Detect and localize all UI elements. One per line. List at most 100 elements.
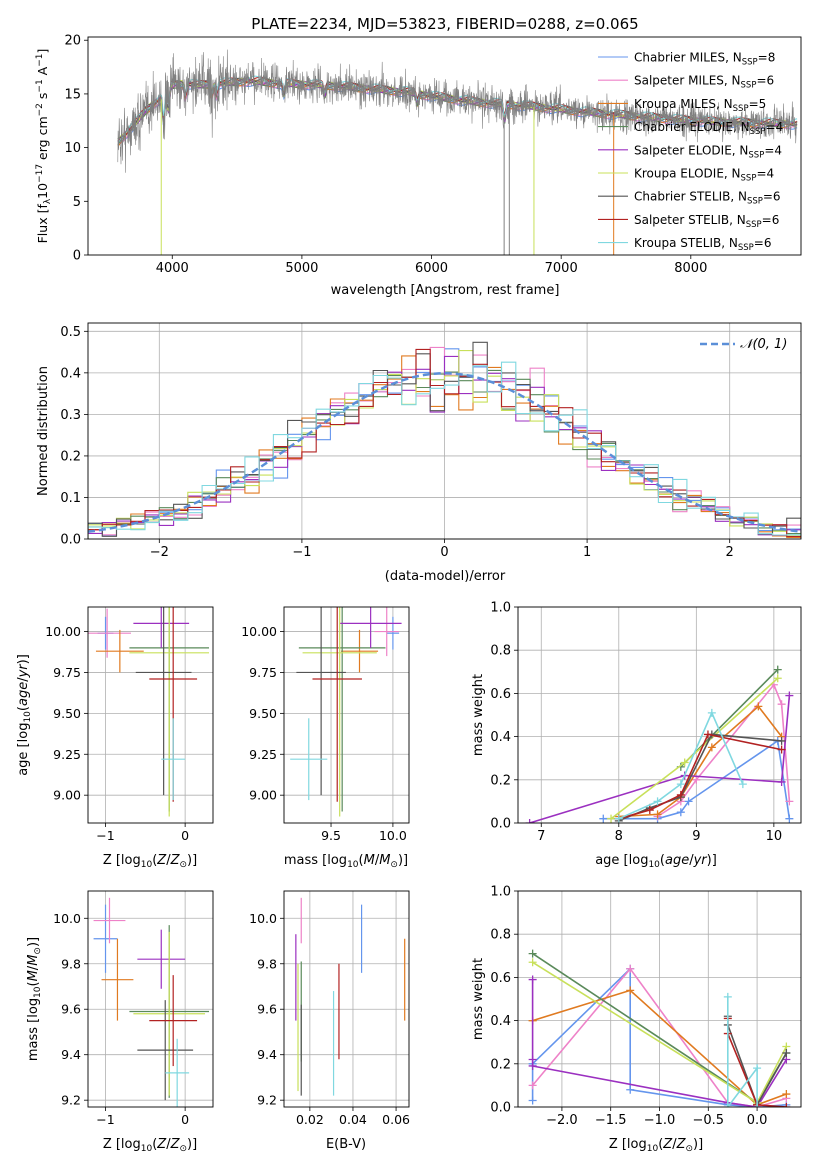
x-tick-label: 6000 bbox=[415, 261, 448, 276]
weight-point bbox=[528, 975, 537, 984]
x-tick-label: 0.02 bbox=[296, 1112, 324, 1127]
weight-point bbox=[723, 992, 732, 1001]
spectrum-xlabel: wavelength [Angstrom, rest frame] bbox=[331, 283, 560, 298]
age-z-panel: −1 0 9.00 9.25 9.50 9.75 10.00 Z [log10(Z/Z⊙)]… bbox=[16, 606, 214, 870]
age-z-xlabel: Z [log10(Z/Z⊙)] bbox=[103, 853, 197, 870]
x-tick-label: 0 bbox=[181, 828, 189, 843]
y-tick-label: 9.2 bbox=[61, 1093, 81, 1108]
axes-frame bbox=[517, 606, 802, 824]
y-tick-label: 1.0 bbox=[490, 601, 511, 616]
weight-point bbox=[777, 745, 786, 754]
x-tick-label: −1.5 bbox=[595, 1113, 627, 1128]
weight-line bbox=[657, 683, 791, 818]
x-tick-label: 4000 bbox=[156, 261, 189, 276]
axes-frame bbox=[283, 606, 410, 824]
y-tick-label: 0.8 bbox=[490, 644, 511, 659]
legend-label: Chabrier ELODIE, NSSP=4 bbox=[634, 120, 783, 137]
y-tick-label: 1.0 bbox=[490, 885, 511, 900]
weight-line bbox=[529, 695, 791, 823]
x-tick-label: −1 bbox=[96, 828, 114, 843]
x-tick-label: 0.06 bbox=[382, 1112, 410, 1127]
x-tick-label: 8 bbox=[615, 829, 623, 844]
weight-point bbox=[614, 814, 623, 823]
y-tick-label: 9.8 bbox=[257, 956, 277, 971]
y-tick-label: 10.0 bbox=[53, 911, 81, 926]
y-tick-label: 10.00 bbox=[241, 624, 277, 639]
x-tick-label: 10 bbox=[766, 829, 783, 844]
axes-frame bbox=[87, 36, 802, 256]
y-tick-label: 9.8 bbox=[61, 956, 81, 971]
weight-point bbox=[782, 1090, 791, 1099]
weight-point bbox=[676, 790, 685, 799]
weight-z-ylabel: mass weight bbox=[471, 958, 486, 1040]
legend-label: Kroupa STELIB, NSSP=6 bbox=[634, 236, 772, 253]
residual-histogram bbox=[88, 361, 801, 539]
weight-point bbox=[626, 964, 635, 973]
weight-age-panel: 7 8 9 10 0.0 0.2 0.4 0.6 0.8 1.0 age [log10(age/y… bbox=[471, 601, 802, 870]
y-tick-label: 0.8 bbox=[490, 928, 511, 943]
weight-point bbox=[703, 730, 712, 739]
weight-point bbox=[653, 797, 662, 806]
weight-point bbox=[785, 797, 794, 806]
x-tick-label: −0.5 bbox=[693, 1113, 725, 1128]
residual-panel: −2 −1 0 1 2 0.0 0.1 0.2 0.3 0.4 0.5 (data-model)/e… bbox=[36, 322, 802, 584]
x-tick-label: 0.04 bbox=[339, 1112, 367, 1127]
y-tick-label: 0 bbox=[73, 249, 81, 264]
x-tick-label: 0.0 bbox=[747, 1113, 768, 1128]
x-tick-label: 9.5 bbox=[321, 828, 341, 843]
y-tick-label: 10 bbox=[64, 141, 81, 156]
weight-age-xlabel: age [log10(age/yr)] bbox=[595, 853, 717, 870]
x-tick-label: 10.0 bbox=[379, 828, 407, 843]
weight-point bbox=[599, 814, 608, 823]
weight-age-plot-area: 7 8 9 10 0.0 0.2 0.4 0.6 0.8 1.0 bbox=[490, 601, 802, 844]
weight-point bbox=[626, 986, 635, 995]
mass-ebv-xlabel: E(B-V) bbox=[326, 1137, 366, 1152]
error-bars bbox=[88, 607, 210, 817]
x-tick-label: −1 bbox=[96, 1112, 114, 1127]
legend-label: Chabrier STELIB, NSSP=6 bbox=[634, 190, 781, 207]
weight-lines bbox=[525, 665, 794, 823]
weight-point bbox=[676, 808, 685, 817]
x-tick-label: −2.0 bbox=[546, 1113, 578, 1128]
weight-point bbox=[782, 1049, 791, 1057]
y-tick-label: 9.25 bbox=[249, 747, 277, 762]
weight-point bbox=[777, 777, 786, 786]
y-tick-label: 0.2 bbox=[490, 1057, 511, 1072]
legend-label: Chabrier MILES, NSSP=8 bbox=[634, 51, 775, 68]
y-tick-label: 10.00 bbox=[45, 624, 81, 639]
age-mass-panel: 9.5 10.0 9.00 9.25 9.50 9.75 10.00 mass [log10… bbox=[241, 606, 410, 870]
weight-z-panel: −2.0 −1.5 −1.0 −0.5 0.0 0.0 0.2 0.4 0.6 0.8 1.0 Z … bbox=[471, 885, 802, 1154]
weight-point bbox=[753, 1064, 762, 1073]
weight-point bbox=[676, 780, 685, 789]
y-tick-label: 0.4 bbox=[60, 366, 81, 381]
weight-point bbox=[777, 700, 786, 709]
y-tick-label: 9.50 bbox=[249, 706, 277, 721]
x-tick-label: 1 bbox=[583, 545, 591, 560]
spectrum-legend: Chabrier MILES, NSSP=8 Salpeter MILES, NS… bbox=[598, 51, 783, 253]
error-bars bbox=[93, 897, 210, 1107]
weight-point bbox=[528, 1061, 537, 1070]
mass-z-panel: −1 0 9.2 9.4 9.6 9.8 10.0 Z [log10(Z/Z⊙)] mass… bbox=[26, 890, 214, 1154]
y-tick-label: 0.0 bbox=[490, 817, 511, 832]
axes-frame bbox=[87, 322, 802, 540]
x-tick-label: −1.0 bbox=[644, 1113, 676, 1128]
weight-point bbox=[782, 1103, 791, 1107]
x-tick-label: 7000 bbox=[545, 261, 578, 276]
y-tick-label: 0.6 bbox=[490, 687, 511, 702]
weight-point bbox=[626, 1085, 635, 1094]
y-tick-label: 15 bbox=[64, 87, 81, 102]
age-z-plot-area: −1 0 9.00 9.25 9.50 9.75 10.00 bbox=[45, 606, 214, 843]
y-tick-label: 9.75 bbox=[53, 665, 81, 680]
weight-point bbox=[754, 702, 763, 711]
gaussian-legend-label: 𝒩(0, 1) bbox=[740, 337, 787, 352]
mass-z-xlabel: Z [log10(Z/Z⊙)] bbox=[103, 1137, 197, 1154]
residual-ylabel: Normed distribution bbox=[36, 366, 51, 496]
error-bars bbox=[290, 607, 402, 817]
y-tick-label: 9.6 bbox=[61, 1002, 81, 1017]
spectrum-lines bbox=[117, 49, 798, 255]
axes-frame bbox=[87, 606, 214, 824]
weight-point bbox=[753, 1103, 762, 1107]
weight-point bbox=[785, 691, 794, 700]
y-tick-label: 9.75 bbox=[249, 665, 277, 680]
age-mass-plot-area: 9.5 10.0 9.00 9.25 9.50 9.75 10.00 bbox=[241, 606, 410, 843]
